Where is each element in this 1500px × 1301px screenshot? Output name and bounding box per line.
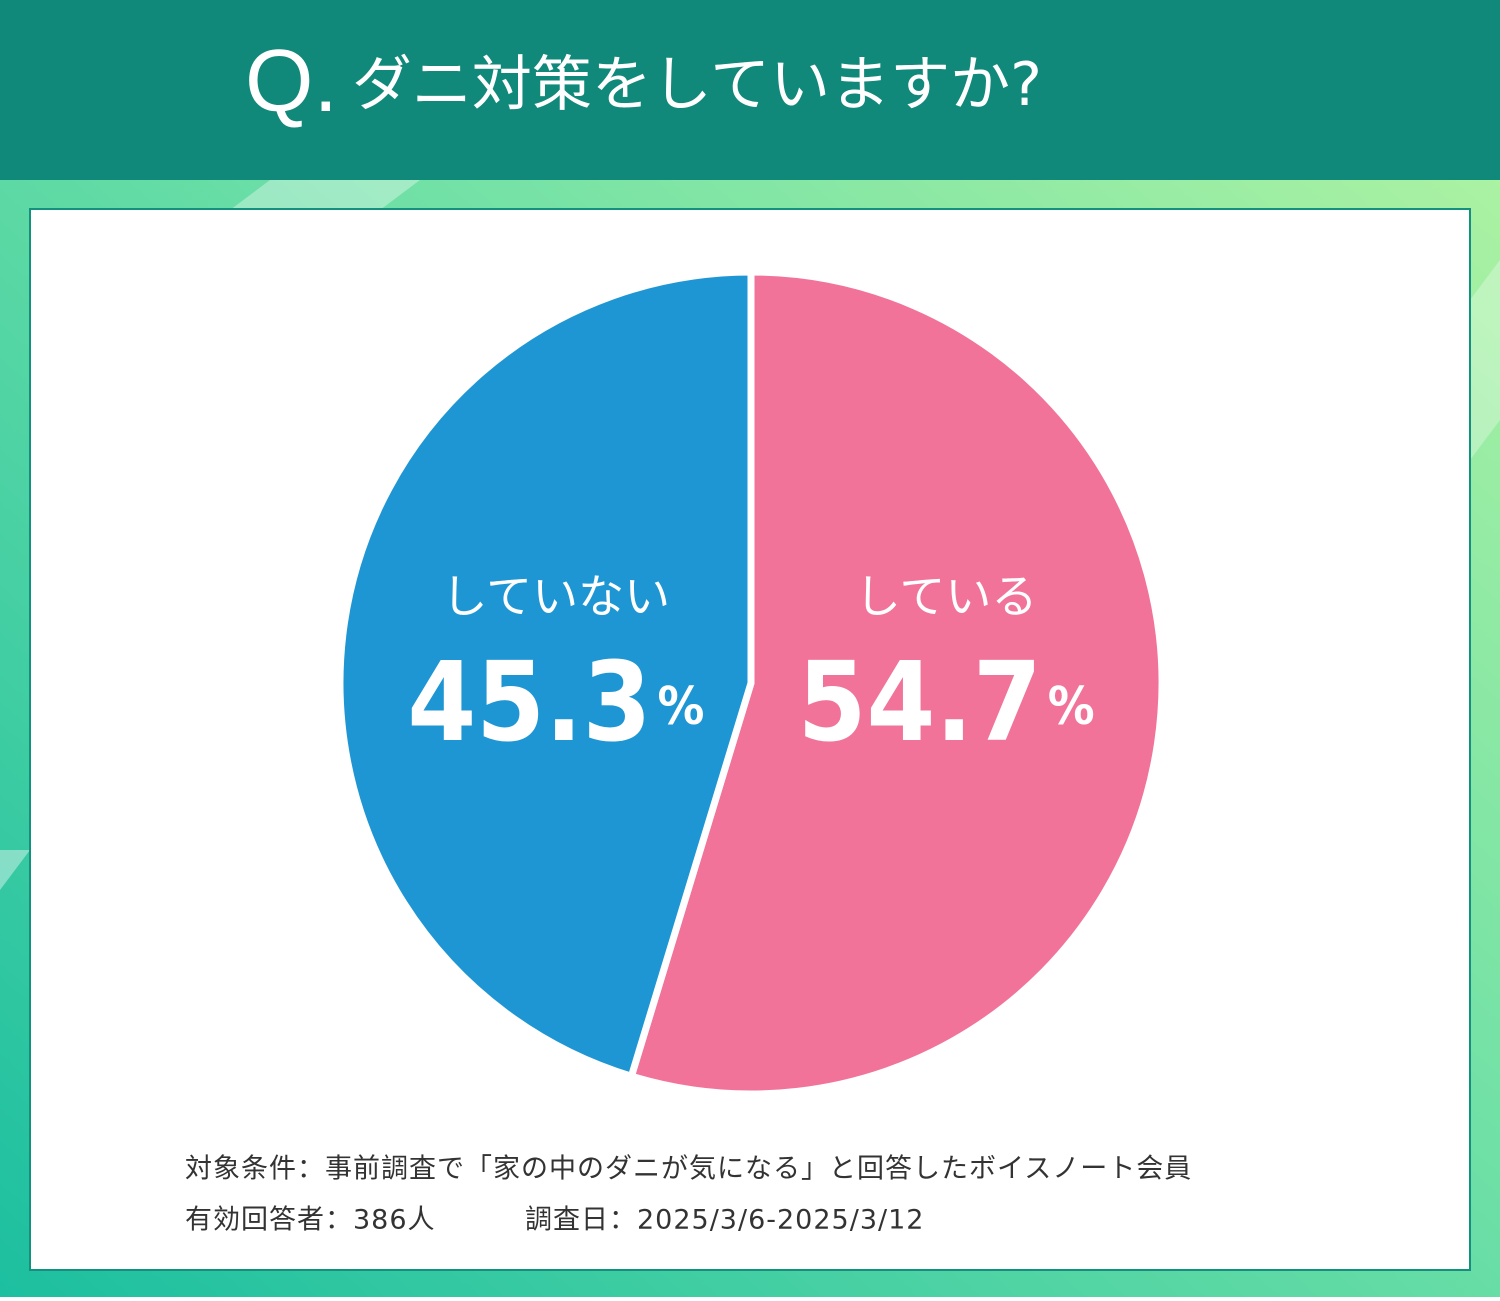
header (0, 0, 1500, 180)
title-prefix: Q. (245, 31, 338, 130)
note: 対象条件：事前調査で「家の中のダニが気になる」と回答したボイスノート会員 (185, 1154, 1192, 1185)
decoration (1470, 260, 1500, 460)
decoration (230, 180, 420, 210)
note: 有効回答者：386人 (185, 1205, 436, 1236)
pie-slice (336, 268, 755, 1080)
pie: している 54.7 % していない 45.3% (336, 268, 1166, 1098)
slice-label: していない (442, 570, 671, 624)
pie-slice (627, 268, 1166, 1098)
value-label: 54.7% (798, 638, 1095, 766)
title-text: ダニ対策をしていますか? (352, 50, 1042, 120)
note: 調査日：2025/3/6-2025/3/12 (525, 1205, 924, 1236)
title: Q. ダニ対策をしていますか? (245, 31, 1042, 130)
decoration (0, 850, 30, 890)
slice-label: している (855, 570, 1038, 624)
value-label: 45.3% (407, 638, 704, 766)
